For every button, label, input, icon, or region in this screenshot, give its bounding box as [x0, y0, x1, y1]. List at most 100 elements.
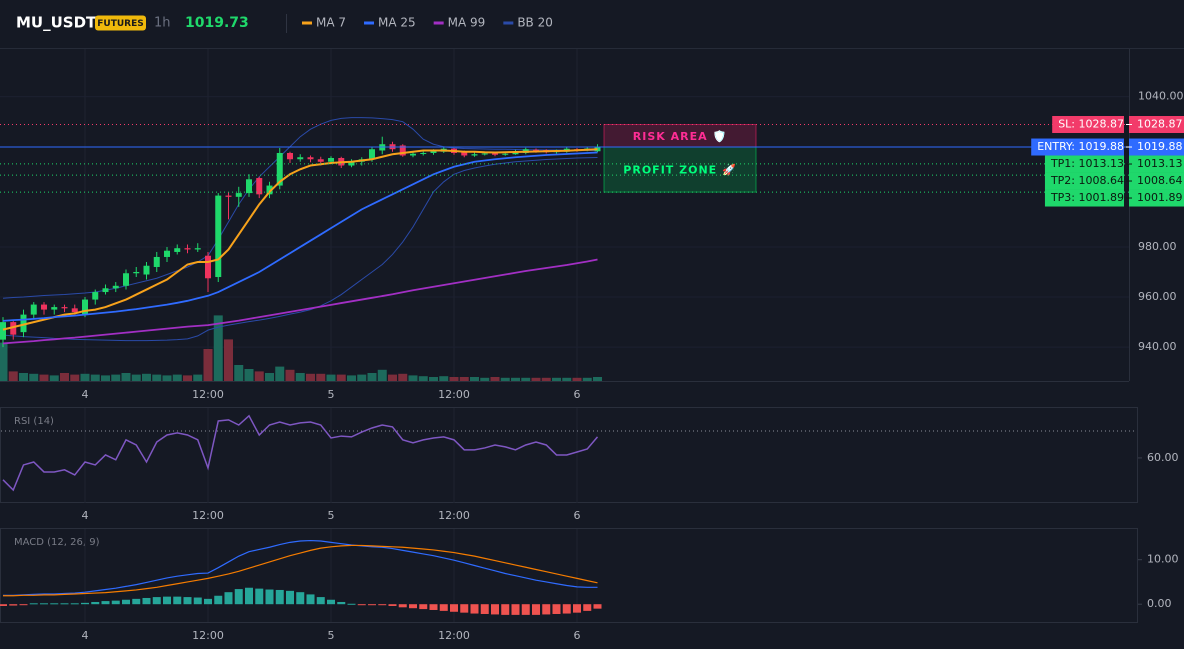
level-label-bg [1044, 189, 1124, 207]
histogram-bar [214, 595, 223, 605]
candle-body [369, 149, 375, 160]
histogram-bar [9, 604, 18, 606]
candle-body [153, 256, 160, 267]
volume-bar [19, 373, 28, 381]
volume-bar [511, 377, 520, 381]
histogram-bar [368, 604, 376, 606]
histogram-bar [306, 594, 315, 605]
x-tick-label: 6 [574, 388, 581, 401]
volume-bar [388, 374, 397, 381]
volume-bar [152, 374, 162, 381]
interval: 1h [154, 16, 171, 31]
zone [603, 146, 757, 193]
histogram-bar [480, 604, 489, 614]
level-label: TP3: 1001.89 [1050, 191, 1124, 204]
level-value-bg [1129, 172, 1184, 190]
rsi-pane-border [0, 407, 1138, 503]
histogram-bar [532, 604, 540, 615]
candle-body [71, 308, 78, 313]
volume-bar [357, 374, 367, 381]
volume-bar [60, 373, 69, 381]
y-tick-label: 0.00 [1147, 597, 1172, 610]
candle-body [51, 307, 58, 310]
histogram-bar [460, 604, 469, 613]
zone-label: PROFIT ZONE 🚀 [623, 164, 736, 177]
volume-bar [572, 377, 582, 381]
x-tick-label: 12:00 [192, 509, 224, 522]
histogram-bar [398, 604, 407, 608]
histogram-bar [583, 604, 592, 611]
volume-bar [203, 349, 213, 381]
volume-bar [8, 371, 18, 381]
x-tick-label: 12:00 [438, 388, 470, 401]
macd-title: MACD (12, 26, 9) [14, 537, 100, 548]
level-value: 1001.89 [1137, 191, 1183, 204]
candle-body [410, 153, 416, 156]
volume-bar [131, 374, 141, 381]
bb-lower [2, 157, 598, 342]
ma-line [2, 148, 598, 331]
histogram-bar [152, 597, 161, 605]
volume-bar [377, 369, 387, 381]
candle-body [266, 185, 273, 195]
badge-bg [95, 15, 146, 31]
volume-bar [531, 377, 541, 381]
candle-body [102, 288, 109, 293]
histogram-bar [327, 599, 335, 605]
volume-bar [111, 374, 121, 381]
level-value: 1028.87 [1137, 117, 1183, 130]
candle-body [225, 195, 232, 197]
candle-body [246, 179, 252, 194]
histogram-bar [316, 597, 325, 605]
x-tick-label: 5 [328, 509, 335, 522]
ma-line [2, 151, 598, 322]
volume-bar [80, 373, 90, 381]
level-value-bg [1129, 155, 1184, 173]
histogram-bar [409, 604, 417, 609]
volume-bar [552, 377, 561, 381]
legend-label: MA 25 [378, 16, 416, 30]
histogram-bar [378, 604, 387, 606]
level-value: 1013.13 [1137, 157, 1183, 170]
volume-bar [470, 377, 479, 381]
volume-bar [234, 365, 244, 381]
volume-bar [408, 375, 418, 381]
volume-bar [29, 373, 39, 381]
volume-bar [347, 375, 356, 381]
volume-bar [541, 377, 551, 381]
histogram-bar [573, 604, 581, 613]
volume-bar [459, 377, 469, 381]
rsi-line [2, 414, 599, 492]
volume-bar [429, 377, 438, 381]
volume-bar [326, 374, 336, 381]
volume-bar [142, 373, 151, 381]
histogram-bar [337, 601, 346, 605]
y-tick-label: 10.00 [1147, 553, 1179, 566]
histogram-bar [552, 604, 561, 614]
candle-body [492, 153, 498, 155]
candle-body [420, 152, 427, 154]
histogram-bar [357, 604, 366, 606]
candle-body [215, 195, 222, 278]
volume-bar [439, 376, 449, 381]
level-label: TP2: 1008.64 [1050, 174, 1124, 187]
histogram-bar [101, 601, 110, 605]
volume-bar [70, 374, 80, 381]
histogram-bar [521, 604, 530, 615]
macd-line [3, 544, 598, 597]
candle-body [205, 255, 211, 279]
x-tick-label: 6 [574, 629, 581, 642]
candle-body [502, 153, 509, 155]
candle-body [164, 250, 170, 257]
level-label: SL: 1028.87 [1058, 117, 1124, 130]
histogram-bar [19, 604, 28, 606]
histogram-bar [183, 597, 192, 605]
volume-bar [121, 373, 131, 381]
histogram-bar [542, 604, 551, 615]
level-label-bg [1052, 115, 1124, 133]
volume-bar [582, 377, 592, 381]
candle-body [307, 157, 314, 160]
badge: FUTURES [97, 19, 143, 29]
histogram-bar [29, 603, 38, 605]
